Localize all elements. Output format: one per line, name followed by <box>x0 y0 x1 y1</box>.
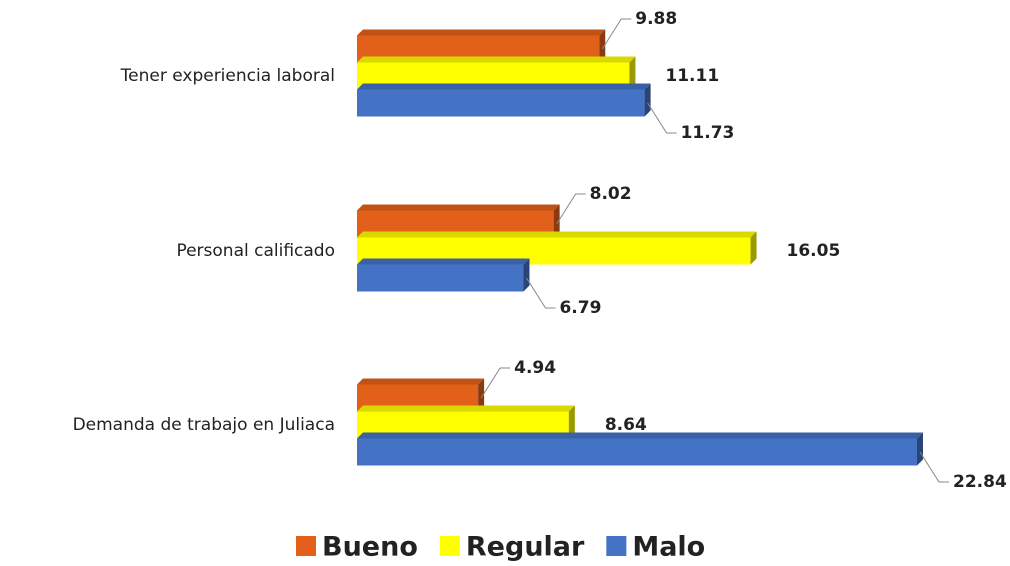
value-label: 11.11 <box>665 66 719 86</box>
legend-swatch <box>296 536 316 556</box>
value-label: 6.79 <box>559 298 601 318</box>
bar-side <box>553 204 560 238</box>
value-label: 4.94 <box>514 358 556 378</box>
bar-top <box>357 29 606 36</box>
bar-top <box>357 258 530 265</box>
bar-top <box>357 378 485 385</box>
bar-side <box>917 432 923 466</box>
legend-swatch <box>439 536 460 556</box>
bar-side <box>644 83 651 117</box>
bar-face <box>357 264 524 292</box>
bar-side <box>523 258 530 292</box>
bar-face <box>357 438 917 466</box>
value-label: 16.05 <box>787 241 841 261</box>
category-label: Personal calificado <box>176 241 335 261</box>
bar-side <box>629 56 636 90</box>
legend-label: Regular <box>466 532 585 563</box>
bar-side <box>568 405 575 439</box>
bar-side <box>750 231 757 265</box>
leader-line <box>526 277 556 309</box>
leader-line <box>647 102 677 134</box>
bar-side <box>599 29 606 63</box>
bar <box>357 83 651 117</box>
leader-line <box>601 18 632 50</box>
legend-label: Bueno <box>322 532 418 563</box>
bar <box>357 432 923 466</box>
value-label: 8.02 <box>590 184 632 204</box>
category-label: Tener experiencia laboral <box>120 66 335 86</box>
leader-line <box>919 451 949 483</box>
leader-line <box>480 367 511 399</box>
legend-swatch <box>606 536 627 556</box>
legend-label: Malo <box>632 532 705 563</box>
value-label: 22.84 <box>953 472 1007 492</box>
bar-side <box>478 378 485 412</box>
value-label: 8.64 <box>605 415 647 435</box>
bar-top <box>357 204 560 211</box>
bar-top <box>357 405 575 412</box>
bar-top <box>357 83 651 90</box>
bar-face <box>357 89 645 117</box>
leader-line <box>556 193 586 225</box>
value-label: 9.88 <box>635 9 677 29</box>
value-label: 11.73 <box>681 123 735 143</box>
category-label: Demanda de trabajo en Juliaca <box>73 415 335 435</box>
bar-top <box>357 56 636 63</box>
bar-top <box>357 432 923 439</box>
bar <box>357 258 530 292</box>
bar-top <box>357 231 757 238</box>
